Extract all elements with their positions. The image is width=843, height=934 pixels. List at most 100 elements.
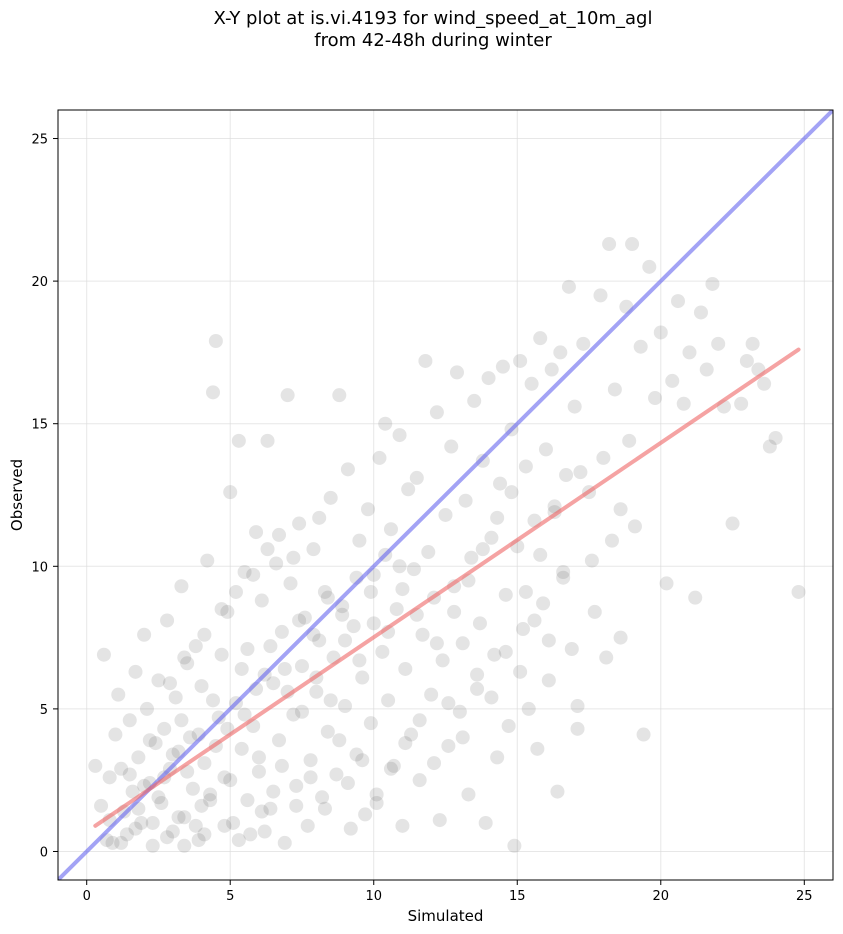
- scatter-point: [139, 701, 154, 716]
- scatter-point: [404, 727, 419, 742]
- x-axis-label: Simulated: [408, 907, 484, 925]
- scatter-point: [421, 545, 436, 560]
- scatter-point: [355, 670, 370, 685]
- scatter-point: [470, 681, 485, 696]
- scatter-point: [191, 833, 206, 848]
- scatter-point: [464, 550, 479, 565]
- scatter-point: [343, 821, 358, 836]
- scatter-point: [200, 553, 215, 568]
- scatter-point: [553, 345, 568, 360]
- scatter-point: [151, 673, 166, 688]
- scatter-point: [518, 459, 533, 474]
- scatter-point: [165, 747, 180, 762]
- scatter-point: [194, 798, 209, 813]
- scatter-point: [556, 565, 571, 579]
- scatter-point: [183, 730, 198, 745]
- scatter-point: [266, 676, 281, 691]
- scatter-point: [544, 362, 559, 377]
- scatter-point: [398, 661, 413, 676]
- identity-line: [58, 110, 833, 880]
- scatter-point: [392, 559, 407, 574]
- scatter-point: [134, 815, 149, 830]
- scatter-point: [521, 701, 536, 716]
- scatter-point: [128, 664, 143, 679]
- x-tick-label: 5: [226, 889, 234, 904]
- scatter-point: [231, 433, 246, 448]
- scatter-point: [206, 693, 220, 708]
- scatter-point: [576, 336, 591, 351]
- scatter-point: [438, 507, 453, 522]
- scatter-point: [180, 656, 195, 671]
- scatter-point: [240, 793, 255, 808]
- scatter-point: [289, 778, 304, 793]
- scatter-point: [177, 810, 192, 825]
- scatter-point: [157, 721, 172, 736]
- fit-line: [93, 347, 801, 828]
- scatter-point: [561, 279, 576, 294]
- scatter-point: [495, 359, 510, 374]
- scatter-point: [145, 815, 160, 830]
- scatter-point: [682, 345, 697, 360]
- scatter-point: [475, 542, 490, 557]
- scatter-point: [363, 584, 378, 599]
- scatter-point: [622, 433, 637, 448]
- scatter-point: [412, 773, 427, 788]
- scatter-point: [493, 476, 508, 491]
- scatter-point: [277, 661, 292, 676]
- scatter-point: [197, 827, 212, 842]
- x-tick-label: 10: [365, 889, 382, 904]
- scatter-point: [378, 416, 393, 431]
- plot-frame: [57, 109, 834, 881]
- grid-lines: [58, 110, 833, 880]
- scatter-point: [441, 696, 456, 711]
- scatter-point: [484, 530, 499, 545]
- scatter-point: [300, 818, 315, 833]
- scatter-point: [762, 439, 777, 454]
- scatter-point: [171, 810, 186, 825]
- scatter-point: [475, 453, 490, 468]
- scatter-point: [168, 690, 183, 705]
- scatter-point: [122, 713, 137, 728]
- x-tick-label: 0: [83, 889, 91, 904]
- scatter-point: [131, 750, 146, 765]
- scatter-point: [145, 838, 160, 853]
- scatter-point: [383, 522, 398, 537]
- scatter-point: [320, 724, 335, 739]
- scatter-point: [693, 305, 708, 320]
- scatter-point: [283, 576, 298, 591]
- scatter-point: [389, 602, 404, 617]
- scatter-point: [277, 835, 292, 850]
- scatter-point: [280, 388, 295, 403]
- scatter-point: [174, 579, 189, 594]
- scatter-point: [211, 710, 226, 725]
- scatter-point: [627, 519, 642, 534]
- scatter-point: [266, 784, 281, 799]
- scatter-point: [329, 767, 344, 782]
- scatter-point: [260, 542, 275, 557]
- scatter-point: [564, 642, 579, 656]
- scatter-point: [352, 653, 367, 668]
- scatter-point: [653, 325, 668, 340]
- scatter-point: [309, 684, 324, 699]
- scatter-point: [312, 510, 327, 525]
- scatter-point: [455, 730, 470, 745]
- scatter-point: [604, 533, 619, 548]
- scatter-point: [274, 624, 289, 639]
- scatter-point: [567, 399, 582, 414]
- scatter-point: [401, 482, 416, 497]
- y-tick-label: 0: [40, 845, 48, 860]
- x-tick-label: 25: [796, 889, 813, 904]
- scatter-point: [88, 758, 103, 773]
- scatter-point: [303, 770, 318, 785]
- scatter-point: [263, 801, 278, 816]
- scatter-point: [234, 661, 249, 676]
- scatter-point: [536, 596, 551, 611]
- scatter-point: [625, 237, 640, 252]
- scatter-point: [596, 450, 611, 465]
- scatter-point: [593, 288, 608, 303]
- y-tick-label: 25: [31, 133, 48, 148]
- scatter-point: [768, 430, 783, 445]
- scatter-point: [633, 339, 648, 354]
- scatter-point: [487, 647, 502, 662]
